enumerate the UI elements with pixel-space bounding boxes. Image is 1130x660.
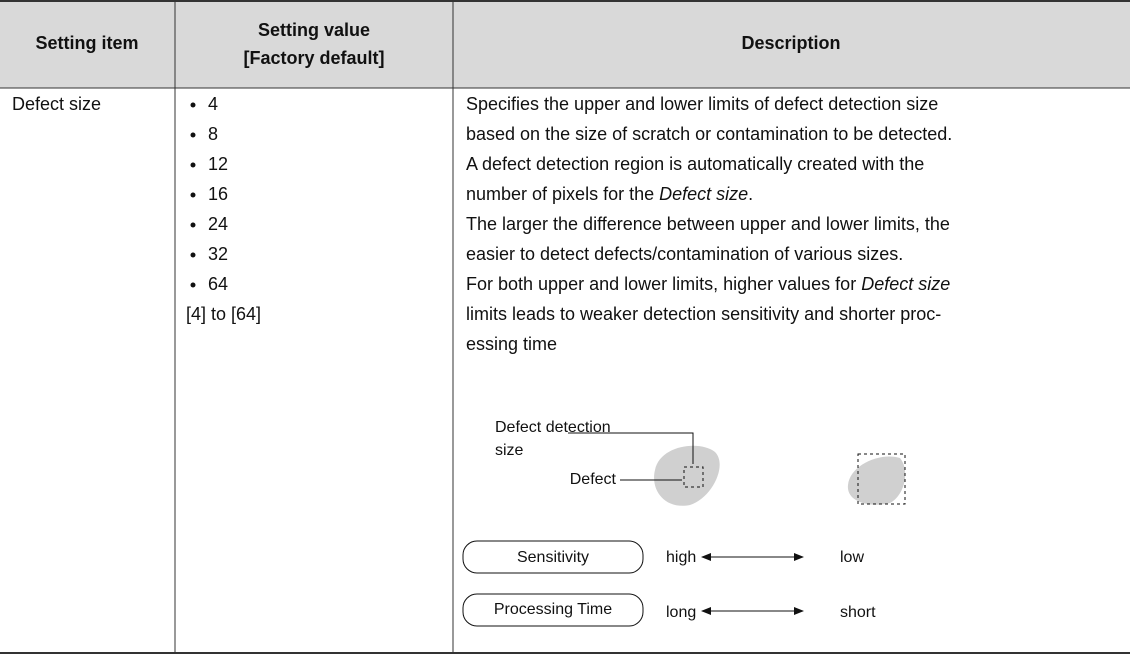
pill [462,593,644,627]
bullet [190,132,196,138]
text-run: . [748,184,753,204]
text-run: essing time [466,334,557,354]
description-line: The larger the difference between upper … [466,214,950,234]
text-run: The larger the difference between upper … [466,214,950,234]
setting-item: Defect size [12,94,101,114]
scale-label: high [666,549,696,566]
scale-label: short [840,604,876,621]
setting-range: [4] to [64] [186,304,261,324]
setting-value: 8 [208,124,218,144]
bullet [190,282,196,288]
detection-box [683,466,704,488]
pill-label: Processing Time [494,601,612,618]
description-line: essing time [466,334,557,354]
text-run: Defect size [861,274,950,294]
header-cell: Setting item [35,33,138,53]
pill-label: Sensitivity [517,549,589,566]
setting-value: 32 [208,244,228,264]
text-run: For both upper and lower limits, higher … [466,274,861,294]
bullet [190,102,196,108]
header-bg [0,0,1130,88]
bullet [190,192,196,198]
description-line: easier to detect defects/contamination o… [466,244,903,264]
diagram-label: Defect [570,471,617,488]
scale-label: long [666,604,696,621]
description-line: For both upper and lower limits, higher … [466,274,950,294]
text-run: number of pixels for the [466,184,659,204]
diagram-label: size [495,442,524,459]
text-run: easier to detect defects/contamination o… [466,244,903,264]
defect-blob [847,456,906,505]
description-line: A defect detection region is automatical… [466,154,924,174]
text-run: Defect size [659,184,748,204]
pill [462,540,644,574]
text-run: limits leads to weaker detection sensiti… [466,304,941,324]
bullet [190,252,196,258]
setting-value: 12 [208,154,228,174]
header-cell: Setting value [258,20,370,40]
diagram-label: Defect detection [495,419,611,436]
text-run: based on the size of scratch or contamin… [466,124,952,144]
setting-value: 64 [208,274,228,294]
setting-value: 16 [208,184,228,204]
description-line: Specifies the upper and lower limits of … [466,94,938,114]
detection-box [857,453,906,505]
setting-value: 24 [208,214,228,234]
header-cell: [Factory default] [243,48,384,68]
text-run: Specifies the upper and lower limits of … [466,94,938,114]
description-line: based on the size of scratch or contamin… [466,124,952,144]
defect-blob [654,445,720,506]
header-cell: Description [741,33,840,53]
scale-label: low [840,549,864,566]
bullet [190,162,196,168]
leader-line [568,432,694,464]
description-line: number of pixels for the Defect size. [466,184,753,204]
setting-value: 4 [208,94,218,114]
description-line: limits leads to weaker detection sensiti… [466,304,941,324]
text-run: A defect detection region is automatical… [466,154,924,174]
bullet [190,222,196,228]
